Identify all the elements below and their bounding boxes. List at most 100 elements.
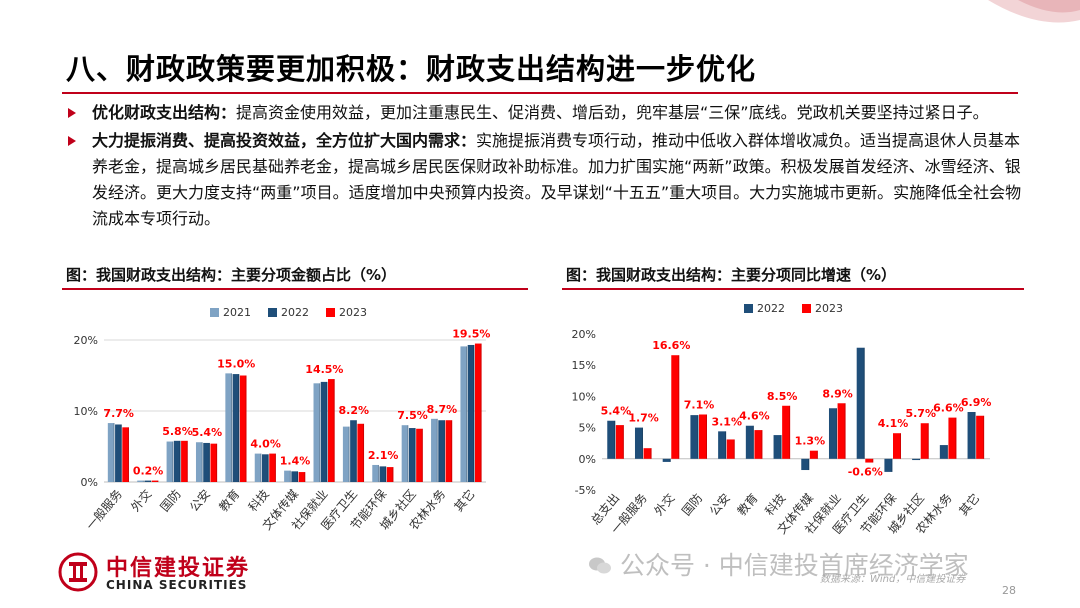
data-label: 4.6%: [739, 410, 770, 423]
company-logo: 中信建投证券 CHINA SECURITIES: [58, 548, 258, 598]
bar-edge: [274, 453, 276, 482]
bar-edge: [733, 439, 735, 459]
category-label: 国防: [678, 490, 705, 518]
legend-swatch: [744, 304, 753, 313]
bar: [837, 403, 846, 459]
bar-edge: [304, 472, 306, 482]
category-label: 国防: [157, 486, 184, 514]
data-label: 6.9%: [961, 396, 992, 409]
chart-rule-left: [62, 288, 528, 290]
bar: [298, 472, 306, 482]
legend-label: 2021: [223, 306, 251, 319]
bar: [726, 439, 735, 459]
wechat-watermark: 公众号 · 中信建投首席经济学家: [588, 546, 969, 582]
bar-edge: [326, 381, 328, 482]
bar: [718, 431, 727, 459]
data-label: 8.5%: [767, 390, 798, 403]
bar-edge: [946, 445, 948, 459]
category-label: 其它: [956, 490, 983, 518]
bar-edge: [473, 344, 475, 482]
bar: [939, 445, 948, 459]
bar-edge: [725, 431, 727, 459]
bar: [699, 414, 707, 459]
data-label: 4.0%: [250, 438, 281, 451]
bar: [239, 375, 247, 482]
bar: [773, 435, 782, 459]
data-label: 7.1%: [684, 398, 715, 411]
title-underline: [62, 92, 1018, 94]
legend-label: 2022: [757, 302, 785, 315]
bar: [151, 480, 159, 482]
bar: [884, 458, 893, 472]
bar: [671, 355, 680, 459]
bar: [232, 374, 240, 482]
bar-edge: [641, 427, 643, 459]
category-label: 科技: [246, 487, 272, 514]
category-label: 一般服务: [83, 486, 125, 532]
bar-edge: [355, 420, 357, 482]
bar: [615, 425, 624, 459]
bar-edge: [863, 347, 865, 459]
bar: [107, 423, 115, 482]
bullet-text: 实施提振消费专项行动，推动中低收入群体增收减负。适当提高退休人员基本养老金，提高…: [92, 131, 1022, 228]
bar: [350, 420, 357, 482]
data-label: 8.2%: [339, 404, 370, 417]
bar: [438, 420, 445, 482]
legend-label: 2023: [815, 302, 843, 315]
bar-edge: [466, 346, 468, 482]
legend-swatch: [326, 308, 335, 317]
bar-edge: [201, 442, 203, 482]
bullet-heading: 优化财政支出结构：: [92, 103, 237, 122]
bar: [342, 426, 350, 482]
data-label: 5.4%: [192, 426, 223, 439]
bar: [379, 466, 387, 482]
legend-swatch: [210, 308, 219, 317]
page-number: 28: [1002, 584, 1016, 597]
bar: [967, 412, 976, 459]
bar: [801, 458, 810, 471]
bar-edge: [927, 423, 929, 459]
chart-title-right: 图：我国财政支出结构：主要分项同比增速（%）: [566, 266, 897, 284]
bar-edge: [844, 403, 846, 459]
bar: [408, 428, 416, 482]
bar-edge: [333, 379, 335, 482]
bar-edge: [186, 440, 188, 482]
category-label: 教育: [734, 490, 761, 518]
category-label: 科技: [762, 491, 788, 518]
bar-edge: [157, 480, 159, 482]
bar: [745, 425, 754, 459]
data-label: 15.0%: [217, 357, 255, 370]
bar-edge: [443, 420, 445, 482]
expenditure-growth-chart: -5%0%5%10%15%20%2022 20235.4%总支出1.7%一般服务1…: [572, 302, 992, 537]
bar: [643, 448, 652, 459]
bar: [662, 458, 671, 462]
data-label: 4.1%: [878, 417, 909, 430]
bar-edge: [179, 440, 181, 482]
bar-edge: [669, 458, 671, 462]
bar-edge: [697, 415, 699, 459]
data-label: 5.4%: [601, 405, 632, 418]
wechat-icon: [588, 553, 612, 574]
data-label: 1.4%: [280, 455, 311, 468]
bar: [284, 470, 291, 482]
data-label: 19.5%: [452, 328, 490, 341]
data-label: 1.7%: [628, 412, 659, 425]
bar: [254, 453, 262, 482]
bar-edge: [127, 427, 129, 482]
bar: [372, 464, 379, 482]
bar: [313, 383, 321, 482]
data-label: 6.6%: [933, 402, 964, 415]
data-label: 8.9%: [822, 387, 853, 400]
bar-edge: [436, 418, 438, 482]
bar-edge: [835, 408, 837, 459]
bar-edge: [245, 375, 247, 482]
bar-edge: [808, 458, 810, 471]
bar: [607, 420, 616, 459]
bar: [328, 379, 335, 482]
logo-text-en: CHINA SECURITIES: [106, 578, 248, 592]
bar: [431, 418, 438, 482]
bar-edge: [414, 428, 416, 482]
bar-edge: [451, 420, 453, 482]
chart-rule-right: [562, 288, 1024, 290]
data-label: 0.2%: [133, 465, 164, 478]
